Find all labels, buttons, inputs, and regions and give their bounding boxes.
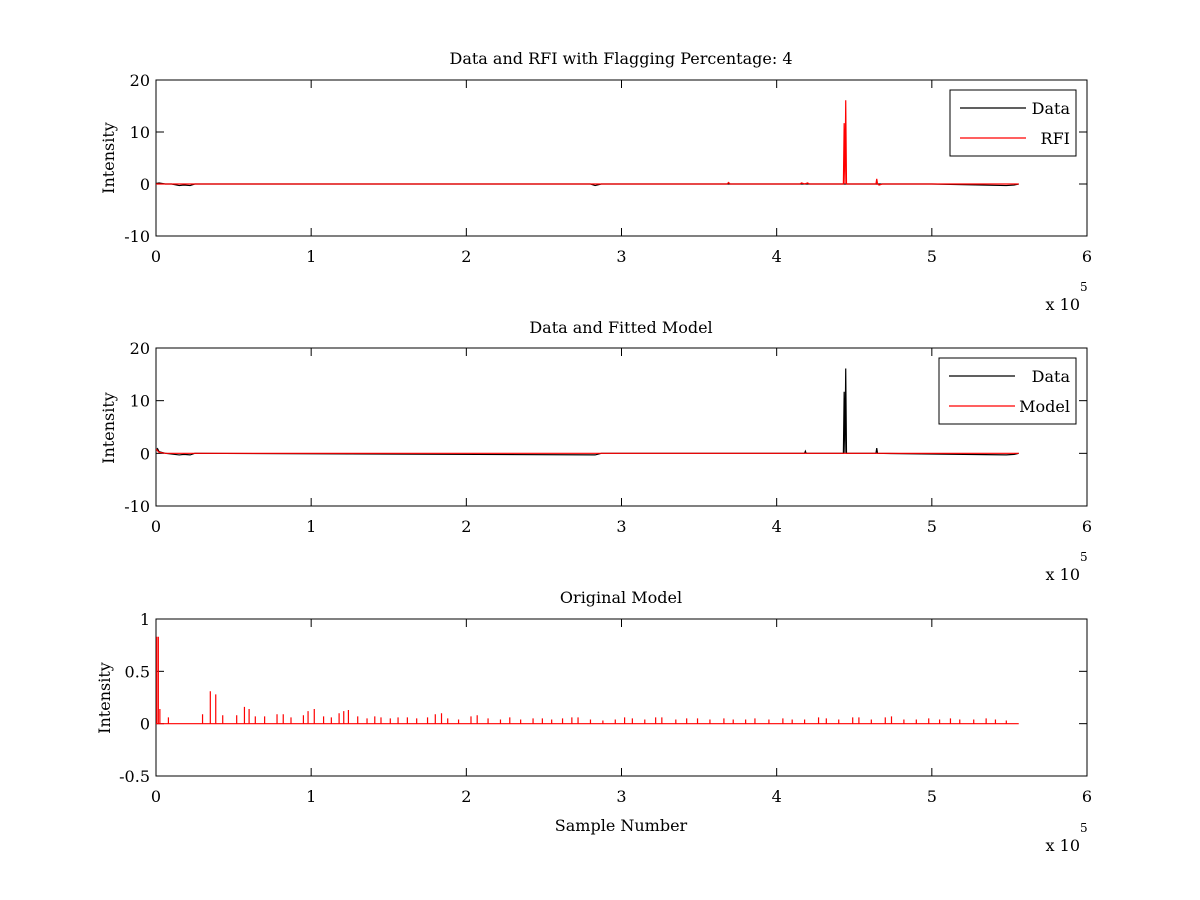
x-tick-label: 2 [461,787,471,806]
x-tick-label: 0 [151,787,161,806]
series-line-data [156,368,1019,456]
y-tick-label: -10 [124,497,150,516]
x-tick-label: 3 [616,517,626,536]
y-axis-label: Intensity [99,122,118,194]
x-tick-label: 2 [461,247,471,266]
legend-label: RFI [1041,129,1070,148]
x-tick-label: 0 [151,517,161,536]
x-tick-label: 6 [1082,247,1092,266]
x-tick-label: 6 [1082,517,1092,536]
panel-rfi: Data and RFI with Flagging Percentage: 4… [99,49,1092,314]
x-tick-label: 5 [927,247,937,266]
x-tick-label: 5 [927,787,937,806]
legend: Data Model [938,357,1077,425]
x-tick-label: 5 [927,517,937,536]
plot-frame [155,79,1088,237]
y-axis-label: Intensity [99,392,118,464]
y-tick-label: 0 [140,715,150,734]
legend-label: Model [1019,397,1070,416]
y-tick-label: 1 [140,610,150,629]
series-line-model [156,448,1019,454]
x-tick-label: 4 [772,517,782,536]
x-tick-label: 4 [772,247,782,266]
series-line-rfi [156,100,1019,186]
x-tick-label: 4 [772,787,782,806]
panel-fitted-model: Data and Fitted Model Intensity x 10 5 0… [99,318,1092,584]
y-tick-label: -0.5 [119,767,150,786]
x-multiplier-base: x 10 [1046,295,1080,314]
legend-label: Data [1032,99,1071,118]
x-axis-label: Sample Number [555,816,688,835]
x-tick-label: 3 [616,787,626,806]
y-tick-label: 10 [130,123,150,142]
panel-title: Original Model [560,588,682,607]
x-tick-label: 6 [1082,787,1092,806]
x-multiplier-base: x 10 [1046,565,1080,584]
legend: Data RFI [949,89,1077,157]
legend-label: Data [1032,367,1071,386]
x-multiplier-base: x 10 [1046,836,1080,855]
legend-box [949,89,1077,157]
series-line-model [156,636,1019,725]
x-tick-label: 1 [306,247,316,266]
x-multiplier-exponent: 5 [1080,550,1088,564]
x-multiplier-exponent: 5 [1080,821,1088,835]
y-tick-label: 20 [130,71,150,90]
legend-box [938,357,1077,425]
y-tick-label: 10 [130,392,150,411]
y-tick-label: 0 [140,175,150,194]
x-tick-label: 3 [616,247,626,266]
y-tick-label: 20 [130,339,150,358]
panel-title: Data and RFI with Flagging Percentage: 4 [449,49,792,68]
y-tick-label: 0 [140,444,150,463]
y-axis-label: Intensity [95,662,114,734]
plot-frame [155,618,1088,777]
x-tick-label: 1 [306,517,316,536]
panel-title: Data and Fitted Model [529,318,712,337]
panel-original-model: Original Model Intensity Sample Number x… [95,588,1092,855]
x-tick-label: 2 [461,517,471,536]
y-tick-label: 0.5 [125,662,150,681]
x-tick-label: 1 [306,787,316,806]
x-multiplier-exponent: 5 [1080,280,1088,294]
y-tick-label: -10 [124,227,150,246]
x-tick-label: 0 [151,247,161,266]
